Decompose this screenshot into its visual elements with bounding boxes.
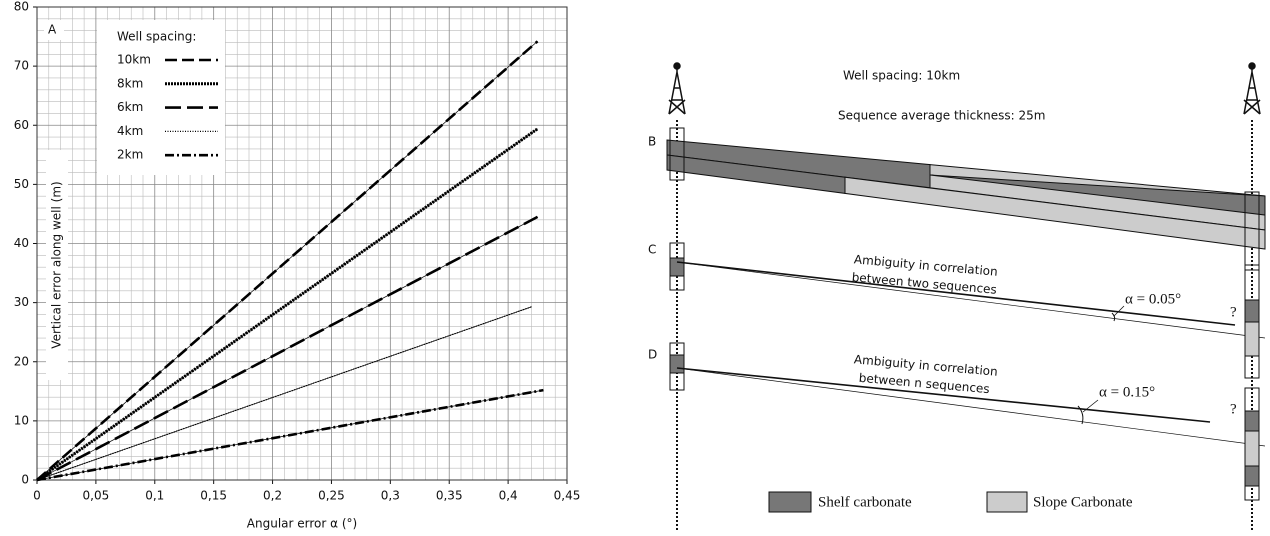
legend: Well spacing: 10km 8km 6km 4km 2km — [97, 20, 225, 175]
y-tick-label: 50 — [14, 177, 29, 191]
series-guide — [36, 306, 532, 481]
series-line — [36, 215, 539, 482]
x-tick-label: 0,4 — [499, 489, 518, 503]
layers-b — [666, 127, 1266, 271]
legend-label: 4km — [117, 124, 143, 138]
panel-label: C — [648, 243, 656, 257]
y-tick-label: 30 — [14, 295, 29, 309]
series-line — [36, 388, 544, 482]
derrick-right — [1243, 62, 1261, 115]
series-guide — [36, 216, 538, 481]
x-tick-label: 0,05 — [83, 489, 110, 503]
legend-label: 6km — [117, 100, 143, 114]
correlation-d — [669, 342, 1266, 501]
correlation-c — [669, 242, 1266, 379]
panel-label: D — [648, 348, 657, 362]
y-axis-label: Vertical error along well (m) — [50, 181, 64, 348]
legend-label: Shelf carbonate — [818, 494, 912, 510]
x-tick-label: 0,15 — [200, 489, 227, 503]
y-tick-label: 20 — [14, 354, 29, 368]
legend-box — [97, 20, 225, 175]
legend-label: 10km — [117, 53, 151, 67]
series-guide — [36, 128, 538, 481]
x-tick-label: 0,35 — [436, 489, 463, 503]
chart: 0 0,05 0,1 0,15 0,2 0,25 0,3 0,35 0,4 0,45 0 10 20 30… — [14, 0, 581, 531]
angle-label: α = 0.15° — [1099, 384, 1155, 400]
legend-swatch — [768, 491, 812, 513]
panel-label-bg — [44, 20, 64, 40]
x-tick-label: 0,25 — [318, 489, 345, 503]
panel-label: B — [648, 135, 656, 149]
legend-label: 8km — [117, 76, 143, 90]
legend-label: Slope Carbonate — [1033, 494, 1133, 510]
x-tick-label: 0,1 — [145, 489, 164, 503]
legend-swatch — [986, 491, 1028, 513]
x-tick-label: 0 — [33, 489, 41, 503]
panel-label: A — [48, 23, 57, 37]
angle-label: α = 0.05° — [1125, 291, 1181, 307]
derrick-left — [668, 62, 686, 115]
thickness-text: Sequence average thickness: 25m — [838, 109, 1045, 123]
y-tick-label: 70 — [14, 59, 29, 73]
legend-title: Well spacing: — [117, 30, 196, 44]
y-tick-label: 10 — [14, 413, 29, 427]
well-spacing-text: Well spacing: 10km — [843, 69, 960, 83]
question-mark: ? — [1230, 304, 1237, 320]
y-tick-label: 80 — [14, 0, 29, 14]
legend-label: 2km — [117, 148, 143, 162]
series-line — [36, 40, 539, 481]
y-tick-label: 40 — [14, 236, 29, 250]
x-tick-label: 0,45 — [554, 489, 581, 503]
x-tick-label: 0,2 — [263, 489, 282, 503]
x-axis-label: Angular error α (°) — [247, 517, 357, 531]
x-tick-label: 0,3 — [381, 489, 400, 503]
question-mark: ? — [1230, 401, 1237, 417]
diagram: Well spacing: 10km Sequence average thic… — [648, 62, 1266, 530]
y-tick-label: 60 — [14, 118, 29, 132]
y-tick-label: 0 — [21, 473, 29, 487]
plot-frame — [36, 6, 568, 481]
axis-label-bg — [46, 150, 68, 380]
